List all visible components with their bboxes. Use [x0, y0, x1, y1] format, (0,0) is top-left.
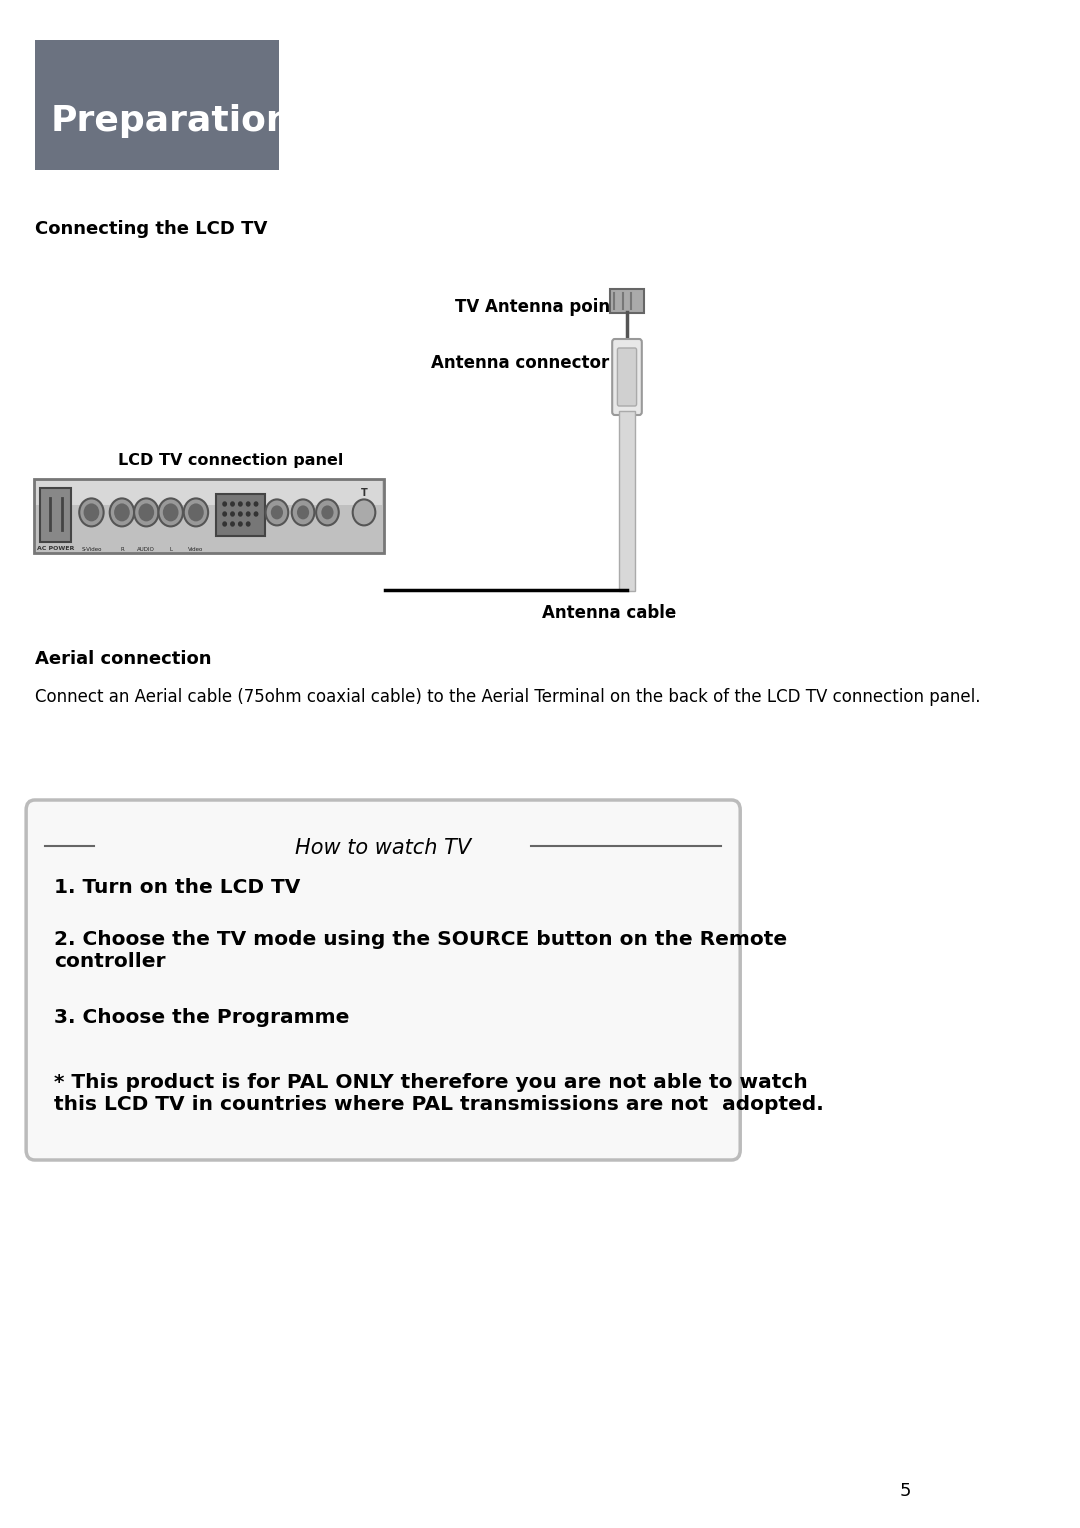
Text: T: T	[361, 487, 367, 498]
Circle shape	[184, 498, 208, 527]
Circle shape	[246, 512, 249, 516]
FancyBboxPatch shape	[36, 481, 382, 504]
Circle shape	[246, 503, 249, 506]
Text: 1. Turn on the LCD TV: 1. Turn on the LCD TV	[54, 879, 300, 897]
FancyBboxPatch shape	[609, 289, 645, 313]
Circle shape	[239, 503, 242, 506]
Circle shape	[322, 506, 334, 520]
FancyBboxPatch shape	[26, 801, 740, 1160]
Text: S-Video: S-Video	[81, 547, 102, 552]
Text: L: L	[170, 547, 172, 552]
Circle shape	[231, 512, 234, 516]
Circle shape	[297, 506, 309, 520]
Text: TV Antenna point: TV Antenna point	[455, 298, 618, 316]
Circle shape	[79, 498, 104, 527]
Text: * This product is for PAL ONLY therefore you are not able to watch
this LCD TV i: * This product is for PAL ONLY therefore…	[54, 1073, 824, 1114]
Circle shape	[239, 523, 242, 526]
Text: 2. Choose the TV mode using the SOURCE button on the Remote
controller: 2. Choose the TV mode using the SOURCE b…	[54, 931, 787, 970]
FancyBboxPatch shape	[40, 487, 71, 542]
Circle shape	[163, 503, 178, 521]
Circle shape	[159, 498, 183, 527]
Circle shape	[254, 512, 258, 516]
Circle shape	[266, 500, 288, 526]
FancyBboxPatch shape	[216, 494, 265, 536]
Circle shape	[222, 503, 227, 506]
Circle shape	[138, 503, 154, 521]
FancyBboxPatch shape	[33, 478, 384, 553]
Circle shape	[110, 498, 134, 527]
Circle shape	[246, 523, 249, 526]
Text: Antenna cable: Antenna cable	[542, 604, 677, 622]
Text: Connecting the LCD TV: Connecting the LCD TV	[35, 220, 267, 238]
Circle shape	[231, 503, 234, 506]
Text: Connect an Aerial cable (75ohm coaxial cable) to the Aerial Terminal on the back: Connect an Aerial cable (75ohm coaxial c…	[35, 688, 981, 706]
Circle shape	[231, 523, 234, 526]
Text: How to watch TV: How to watch TV	[295, 837, 471, 859]
FancyBboxPatch shape	[35, 40, 279, 170]
Text: 3. Choose the Programme: 3. Choose the Programme	[54, 1008, 349, 1027]
Text: 5: 5	[900, 1482, 912, 1500]
Circle shape	[188, 503, 204, 521]
Circle shape	[222, 523, 227, 526]
Text: Preparation: Preparation	[51, 104, 292, 138]
Circle shape	[114, 503, 130, 521]
Text: LCD TV connection panel: LCD TV connection panel	[118, 452, 343, 468]
Text: Video: Video	[188, 547, 204, 552]
Text: AUDIO: AUDIO	[137, 547, 156, 552]
Text: Antenna connector: Antenna connector	[431, 354, 609, 371]
Circle shape	[239, 512, 242, 516]
FancyBboxPatch shape	[612, 339, 642, 416]
FancyBboxPatch shape	[619, 411, 635, 591]
Circle shape	[83, 503, 99, 521]
Text: Aerial connection: Aerial connection	[35, 649, 212, 668]
Text: R: R	[120, 547, 124, 552]
Circle shape	[353, 500, 376, 526]
Text: AC POWER: AC POWER	[37, 545, 75, 552]
Circle shape	[222, 512, 227, 516]
Circle shape	[271, 506, 283, 520]
Circle shape	[292, 500, 314, 526]
Circle shape	[134, 498, 159, 527]
Circle shape	[254, 503, 258, 506]
Circle shape	[316, 500, 339, 526]
FancyBboxPatch shape	[618, 348, 636, 406]
